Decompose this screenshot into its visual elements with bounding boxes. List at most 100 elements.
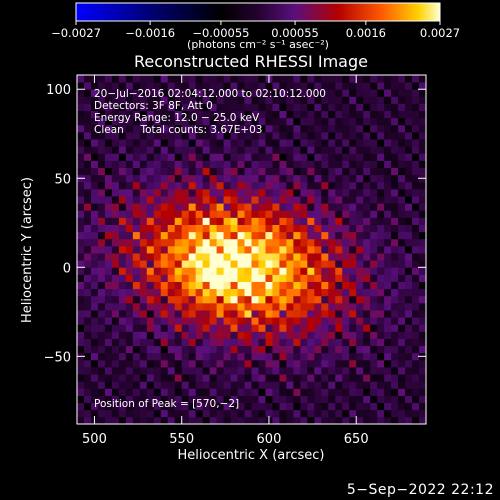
heatmap-cell [363,317,371,325]
heatmap-cell [419,302,426,311]
heatmap-cell [272,288,280,297]
heatmap-cell [153,395,162,404]
heatmap-cell [83,103,92,112]
heatmap-cell [111,338,120,347]
heatmap-cell [412,274,420,282]
heatmap-cell [97,253,106,261]
heatmap-cell [258,324,266,332]
heatmap-cell [356,260,364,268]
heatmap-cell [286,345,294,354]
heatmap-cell [321,231,329,240]
heatmap-cell [77,367,85,375]
heatmap-cell [195,238,204,247]
heatmap-cell [77,317,85,325]
heatmap-cell [398,395,406,404]
heatmap-cell [174,124,183,133]
heatmap-cell [167,352,176,361]
heatmap-cell [188,160,197,168]
heatmap-cell [83,224,92,233]
heatmap-cell [118,167,127,176]
heatmap-cell [307,402,315,411]
heatmap-cell [307,131,315,140]
heatmap-cell [160,188,169,197]
heatmap-cell [349,181,357,190]
heatmap-cell [384,260,392,268]
heatmap-cell [202,324,211,332]
heatmap-cell [272,196,280,204]
heatmap-cell [202,253,211,261]
heatmap-cell [300,224,308,233]
heatmap-cell [146,274,155,282]
heatmap-cell [335,203,343,211]
heatmap-cell [125,181,134,190]
heatmap-cell [188,110,197,119]
heatmap-cell [83,153,92,161]
heatmap-cell [125,253,134,261]
heatmap-cell [202,374,211,382]
heatmap-cell [90,288,99,297]
heatmap-cell [307,409,315,418]
heatmap-cell [132,174,141,183]
heatmap-cell [398,75,406,83]
heatmap-cell [139,409,148,418]
heatmap-cell [272,302,280,311]
heatmap-cell [77,238,85,247]
heatmap-cell [223,381,231,389]
heatmap-cell [174,253,183,261]
heatmap-cell [244,253,252,261]
heatmap-cell [90,402,99,411]
heatmap-cell [167,217,176,225]
heatmap-cell [335,302,343,311]
heatmap-cell [230,146,238,154]
heatmap-cell [391,153,399,161]
heatmap-cell [244,324,252,332]
heatmap-cell [139,210,148,218]
heatmap-cell [77,388,85,396]
heatmap-cell [125,374,134,382]
heatmap-cell [174,416,183,424]
heatmap-cell [265,131,273,140]
heatmap-cell [139,359,148,368]
heatmap-cell [77,203,85,211]
heatmap-cell [349,345,357,354]
heatmap-cell [405,224,413,233]
heatmap-cell [377,409,385,418]
heatmap-cell [314,274,322,282]
heatmap-cell [286,367,294,375]
heatmap-cell [272,203,280,211]
heatmap-cell [405,131,413,140]
heatmap-cell [377,295,385,304]
heatmap-cell [363,388,371,396]
heatmap-cell [188,146,197,154]
heatmap-cell [77,402,85,411]
heatmap-cell [104,110,113,119]
heatmap-cell [244,103,252,112]
heatmap-cell [223,167,231,176]
colorbar: −0.0027 −0.0016 −0.00055 0.00055 0.0016 0.002… [51,2,460,51]
heatmap-cell [111,253,120,261]
heatmap-cell [335,352,343,361]
heatmap-cell [160,352,169,361]
heatmap-cell [251,174,259,183]
heatmap-cell [377,153,385,161]
heatmap-cell [265,274,273,282]
heatmap-cell [104,359,113,368]
heatmap-cell [90,82,99,90]
heatmap-cell [251,310,259,318]
heatmap-cell [258,245,266,254]
heatmap-cell [293,302,301,311]
heatmap-cell [363,117,371,126]
heatmap-cell [230,367,238,375]
heatmap-cell [321,82,329,90]
heatmap-cell [279,338,287,347]
heatmap-cell [195,288,204,297]
heatmap-cell [244,267,252,275]
heatmap-cell [125,224,134,233]
heatmap-cell [251,295,259,304]
heatmap-cell [160,367,169,375]
heatmap-cell [244,75,252,83]
heatmap-cell [314,338,322,347]
heatmap-cell [251,117,259,126]
heatmap-cell [356,75,364,83]
